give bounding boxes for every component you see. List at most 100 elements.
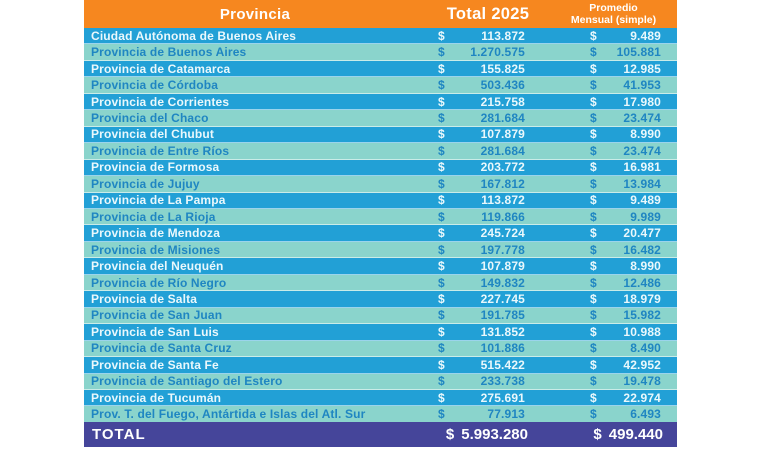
currency-symbol: $ — [590, 291, 597, 306]
promedio-value-number: 41.953 — [623, 78, 661, 93]
currency-symbol: $ — [590, 45, 597, 60]
total-2025-value-number: 107.879 — [480, 259, 525, 274]
total-2025-value-number: 515.422 — [480, 357, 525, 372]
province-name: Provincia de La Pampa — [91, 193, 226, 208]
table-row: Provincia de Mendoza $245.724 $20.477 — [84, 225, 677, 242]
province-name: Provincia de Santiago del Estero — [91, 374, 283, 389]
currency-symbol: $ — [590, 341, 597, 356]
table-row: Provincia de Catamarca $155.825 $12.985 — [84, 60, 677, 78]
promedio-value-number: 15.982 — [623, 308, 661, 323]
total-2025-value: $113.872 — [426, 29, 550, 43]
province-name: Provincia de La Rioja — [91, 209, 216, 224]
table-row: Provincia de San Juan $191.785 $15.982 — [84, 307, 677, 325]
currency-symbol: $ — [438, 209, 445, 224]
table-row: Provincia de Corrientes $215.758 $17.980 — [84, 93, 677, 111]
total-2025-value-number: 227.745 — [480, 291, 525, 306]
provinces-table: Provincia Total 2025 Promedio Mensual (s… — [84, 0, 677, 447]
promedio-value: $42.952 — [550, 358, 677, 372]
province-name: Provincia de Formosa — [91, 160, 220, 175]
currency-symbol: $ — [590, 374, 597, 389]
promedio-value: $8.990 — [550, 127, 677, 141]
promedio-value: $6.493 — [550, 407, 677, 421]
total-2025-value: $77.913 — [426, 407, 550, 421]
total-2025-value: $113.872 — [426, 193, 550, 207]
total-2025-value-number: 101.886 — [480, 341, 525, 356]
promedio-value: $23.474 — [550, 111, 677, 125]
promedio-value-number: 12.985 — [623, 61, 661, 76]
table-row: Provincia de Santa Fe $515.422 $42.952 — [84, 357, 677, 374]
promedio-value-number: 8.490 — [630, 341, 661, 356]
table-row: Provincia del Chaco $281.684 $23.474 — [84, 110, 677, 127]
total-2025-value-number: 119.866 — [481, 209, 525, 224]
currency-symbol: $ — [438, 110, 445, 125]
promedio-value: $8.990 — [550, 259, 677, 273]
currency-symbol: $ — [438, 176, 445, 191]
currency-symbol: $ — [438, 357, 445, 372]
province-name: Provincia del Neuquén — [91, 259, 224, 274]
promedio-value: $16.482 — [550, 243, 677, 257]
total-2025-value: $227.745 — [426, 292, 550, 306]
table-row: Provincia de Buenos Aires $1.270.575 $105.… — [84, 44, 677, 61]
currency-symbol: $ — [438, 28, 445, 43]
total-2025-value-number: 113.872 — [481, 193, 525, 208]
total-2025-value-number: 275.691 — [480, 390, 525, 405]
province-name: Provincia de San Luis — [91, 324, 219, 339]
total-2025-value: $215.758 — [426, 95, 550, 109]
currency-symbol: $ — [445, 426, 455, 443]
promedio-value: $13.984 — [550, 177, 677, 191]
promedio-value: $20.477 — [550, 226, 677, 240]
currency-symbol: $ — [590, 259, 597, 274]
currency-symbol: $ — [590, 390, 597, 405]
table-row: Provincia de Córdoba $503.436 $41.953 — [84, 77, 677, 94]
total-2025-value: $515.422 — [426, 358, 550, 372]
total-2025-sum-value: 5.993.280 — [461, 426, 528, 443]
currency-symbol: $ — [590, 160, 597, 175]
table-row: Provincia de Formosa $203.772 $16.981 — [84, 159, 677, 177]
header-provincia: Provincia — [219, 5, 291, 23]
promedio-value: $16.981 — [550, 160, 677, 174]
currency-symbol: $ — [590, 226, 597, 241]
total-2025-value: $107.879 — [426, 127, 550, 141]
total-2025-value-number: 281.684 — [480, 110, 525, 125]
province-name: Provincia de Buenos Aires — [91, 45, 247, 60]
promedio-value: $9.989 — [550, 210, 677, 224]
currency-symbol: $ — [438, 308, 445, 323]
total-2025-value: $149.832 — [426, 276, 550, 290]
total-2025-value: $203.772 — [426, 160, 550, 174]
table-row: Provincia de Río Negro $149.832 $12.486 — [84, 274, 677, 292]
currency-symbol: $ — [590, 61, 597, 76]
currency-symbol: $ — [438, 45, 445, 60]
total-2025-value-number: 149.832 — [480, 275, 525, 290]
promedio-value-number: 9.489 — [630, 28, 661, 43]
total-2025-value-number: 107.879 — [480, 127, 525, 142]
currency-symbol: $ — [438, 291, 445, 306]
table-row: Provincia de Santa Cruz $101.886 $8.490 — [84, 340, 677, 358]
promedio-value-number: 9.989 — [630, 209, 661, 224]
total-2025-value: $131.852 — [426, 325, 550, 339]
table-row: Provincia de Tucumán $275.691 $22.974 — [84, 389, 677, 407]
currency-symbol: $ — [438, 374, 445, 389]
province-name: Provincia de Mendoza — [91, 226, 221, 241]
promedio-value: $19.478 — [550, 374, 677, 388]
total-label: TOTAL — [92, 426, 146, 443]
promedio-value-number: 22.974 — [623, 390, 661, 405]
currency-symbol: $ — [590, 275, 597, 290]
table-header-row: Provincia Total 2025 Promedio Mensual (s… — [84, 0, 677, 28]
total-2025-value: $281.684 — [426, 144, 550, 158]
currency-symbol: $ — [438, 160, 445, 175]
promedio-value-number: 16.482 — [623, 242, 661, 257]
table-row: Provincia de Jujuy $167.812 $13.984 — [84, 176, 677, 193]
province-name: Provincia de Misiones — [91, 242, 221, 257]
table-row: Provincia de La Rioja $119.866 $9.989 — [84, 208, 677, 226]
province-name: Provincia del Chubut — [91, 127, 215, 142]
table-row: Provincia de Misiones $197.778 $16.482 — [84, 241, 677, 259]
total-2025-value: $281.684 — [426, 111, 550, 125]
total-2025-value-number: 203.772 — [480, 160, 525, 175]
currency-symbol: $ — [438, 61, 445, 76]
province-name: Provincia de Corrientes — [91, 94, 230, 109]
currency-symbol: $ — [438, 259, 445, 274]
currency-symbol: $ — [590, 28, 597, 43]
total-2025-value: $167.812 — [426, 177, 550, 191]
total-2025-value: $245.724 — [426, 226, 550, 240]
currency-symbol: $ — [590, 127, 597, 142]
